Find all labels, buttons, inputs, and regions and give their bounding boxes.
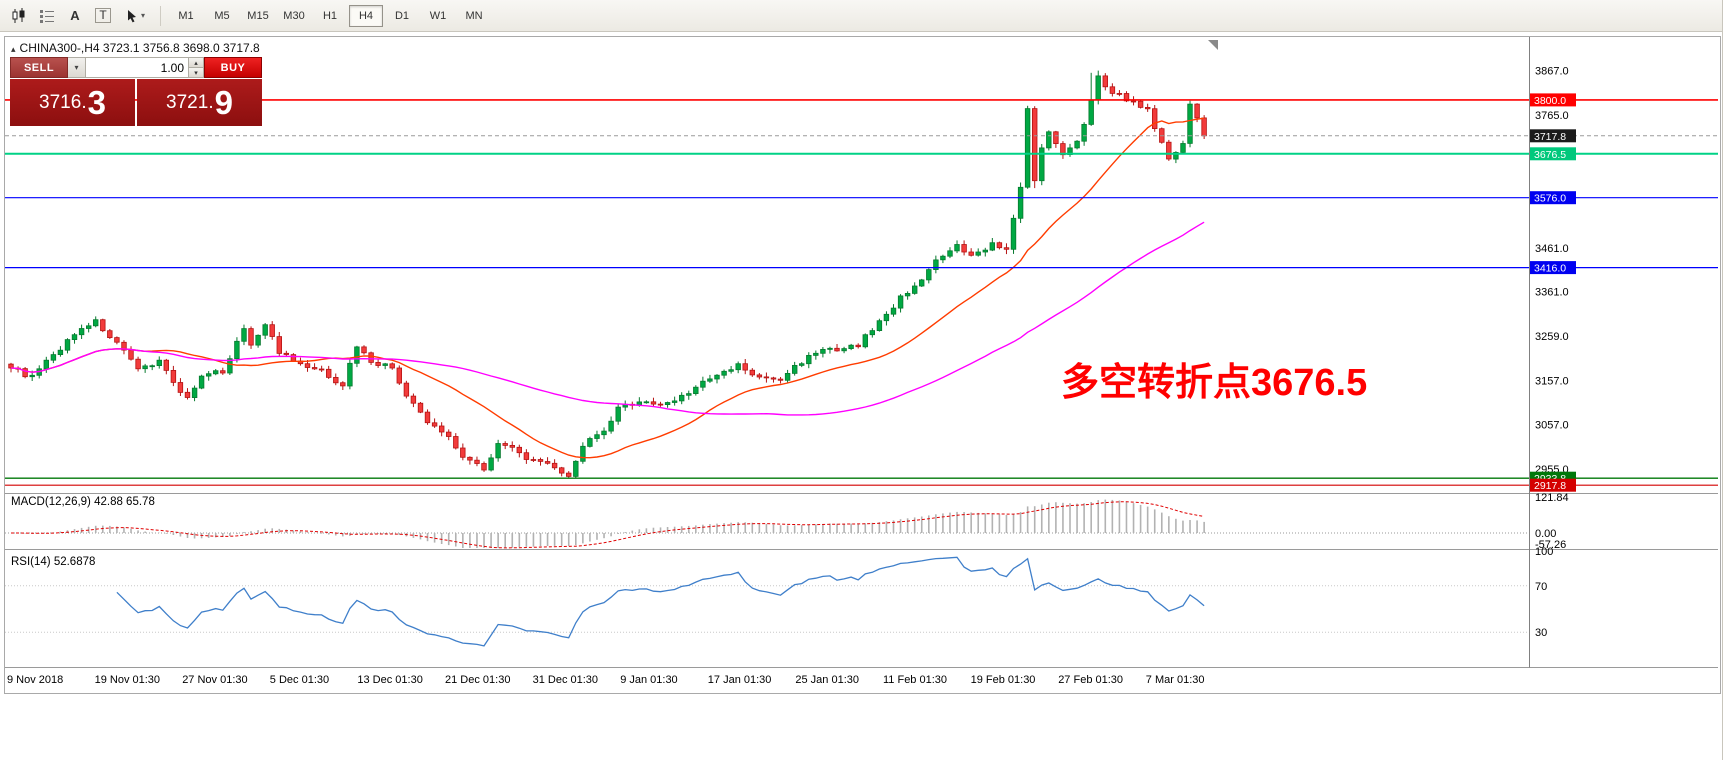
volume-decrease-button[interactable]: ▾ xyxy=(189,67,203,77)
time-axis-label: 21 Dec 01:30 xyxy=(445,674,510,686)
time-axis-label: 31 Dec 01:30 xyxy=(533,674,598,686)
level-label-box xyxy=(1530,93,1576,107)
level-label-text: 3416.0 xyxy=(1534,263,1566,275)
cursor-tool-button[interactable]: ▾ xyxy=(118,4,152,28)
timeframe-button-W1[interactable]: W1 xyxy=(429,9,447,22)
turning-point-annotation: 多空转折点3676.5 xyxy=(1061,362,1367,404)
timeframe-button-D1[interactable]: D1 xyxy=(394,9,410,22)
time-axis-label: 25 Jan 01:30 xyxy=(795,674,859,686)
level-label-box xyxy=(1530,261,1576,275)
time-axis-label: 27 Nov 01:30 xyxy=(182,674,247,686)
price-chart-canvas[interactable]: 3867.0 3765.0 3461.0 3361.0 3259.0 3157.0 3057… xyxy=(5,37,1718,691)
time-axis-label: 9 Nov 2018 xyxy=(7,674,63,686)
scroll-to-end-marker[interactable] xyxy=(1208,40,1218,50)
time-axis-label: 5 Dec 01:30 xyxy=(270,674,329,686)
indicator-list-icon xyxy=(40,9,54,23)
volume-stepper: ▴ ▾ xyxy=(189,57,204,78)
timeframe-button-H1[interactable]: H1 xyxy=(322,9,338,22)
level-label-text: 3800.0 xyxy=(1534,95,1566,107)
macd-label: MACD(12,26,9) 42.88 65.78 xyxy=(11,496,155,508)
toolbar: A T ▾ M1 M5 M15 M30 H1 H4 D1 W1 MN xyxy=(0,0,1722,32)
time-axis-label: 19 Nov 01:30 xyxy=(95,674,160,686)
toolbar-separator xyxy=(160,5,161,26)
level-label-box xyxy=(1530,478,1576,492)
buy-price[interactable]: 3721. 9 xyxy=(137,79,262,126)
sell-price[interactable]: 3716. 3 xyxy=(10,79,135,126)
rsi-label: RSI(14) 52.6878 xyxy=(11,556,95,568)
timeframe-bar: M1 M5 M15 M30 H1 H4 D1 W1 MN xyxy=(168,4,492,27)
price-tick-label: 3361.0 xyxy=(1535,287,1569,299)
collapse-icon[interactable]: ▴ xyxy=(11,44,16,54)
text-tool-button[interactable]: A xyxy=(62,4,88,28)
macd-axis-label: 121.84 xyxy=(1535,492,1569,504)
label-tool-button[interactable]: T xyxy=(90,4,116,28)
time-axis-label: 19 Feb 01:30 xyxy=(971,674,1036,686)
volume-input[interactable] xyxy=(86,57,189,78)
cursor-icon xyxy=(127,9,136,22)
one-click-trading-panel: SELL ▾ ▴ ▾ BUY 3716.3 3721.9 xyxy=(10,57,262,126)
price-tick-label: 3057.0 xyxy=(1535,419,1569,431)
price-tick-label: 3259.0 xyxy=(1535,331,1569,343)
sell-button[interactable]: SELL xyxy=(10,57,68,78)
time-axis-label: 27 Feb 01:30 xyxy=(1058,674,1123,686)
rsi-line xyxy=(116,556,1205,647)
label-tool-icon: T xyxy=(95,8,111,23)
timeframe-button-M15[interactable]: M15 xyxy=(247,9,269,22)
timeframe-button-H4[interactable]: H4 xyxy=(349,4,383,27)
macd-axis-label: -57.26 xyxy=(1535,539,1566,551)
level-label-text: 3717.8 xyxy=(1534,131,1566,143)
buy-button[interactable]: BUY xyxy=(204,57,262,78)
indicators-button[interactable] xyxy=(34,4,60,28)
rsi-axis-label: 30 xyxy=(1535,627,1547,639)
price-tick-label: 3157.0 xyxy=(1535,376,1569,388)
time-axis-label: 11 Feb 01:30 xyxy=(883,674,947,686)
volume-dropdown-button[interactable]: ▾ xyxy=(68,57,86,78)
timeframe-button-MN[interactable]: MN xyxy=(465,9,483,22)
timeframe-button-M1[interactable]: M1 xyxy=(178,9,194,22)
time-axis-label: 13 Dec 01:30 xyxy=(357,674,422,686)
level-label-text: 3676.5 xyxy=(1534,149,1566,161)
rsi-axis-label: 70 xyxy=(1535,581,1547,593)
chart-window: 3867.0 3765.0 3461.0 3361.0 3259.0 3157.0 3057… xyxy=(4,36,1721,694)
macd-signal-line xyxy=(11,501,1205,549)
chart-type-button[interactable] xyxy=(6,4,32,28)
symbol-header: ▴ CHINA300-,H4 3723.1 3756.8 3698.0 3717.… xyxy=(11,41,260,55)
level-label-box xyxy=(1530,191,1576,205)
time-axis-label: 7 Mar 01:30 xyxy=(1146,674,1205,686)
ma-slow-line xyxy=(10,221,1205,416)
level-label-box xyxy=(1530,129,1576,143)
time-axis-label: 9 Jan 01:30 xyxy=(620,674,678,686)
ma-fast-line xyxy=(10,117,1205,459)
macd-histogram xyxy=(24,499,1205,548)
text-tool-icon: A xyxy=(70,8,80,23)
level-label-box xyxy=(1530,147,1576,161)
time-axis-label: 17 Jan 01:30 xyxy=(708,674,772,686)
volume-increase-button[interactable]: ▴ xyxy=(189,58,203,67)
price-tick-label: 3765.0 xyxy=(1535,110,1569,122)
level-label-text: 3576.0 xyxy=(1534,193,1566,205)
timeframe-button-M30[interactable]: M30 xyxy=(283,9,305,22)
candlestick-chart-icon xyxy=(12,7,25,23)
price-tick-label: 3461.0 xyxy=(1535,243,1569,255)
level-label-text: 2917.8 xyxy=(1534,480,1566,492)
candlesticks xyxy=(8,70,1207,479)
dropdown-caret-icon: ▾ xyxy=(140,11,145,20)
macd-axis-label: 0.00 xyxy=(1535,528,1556,540)
rsi-axis-label: 100 xyxy=(1535,546,1553,558)
price-tick-label: 3867.0 xyxy=(1535,66,1569,78)
symbol-ohlc-text: CHINA300-,H4 3723.1 3756.8 3698.0 3717.8 xyxy=(19,41,260,55)
timeframe-button-M5[interactable]: M5 xyxy=(214,9,230,22)
